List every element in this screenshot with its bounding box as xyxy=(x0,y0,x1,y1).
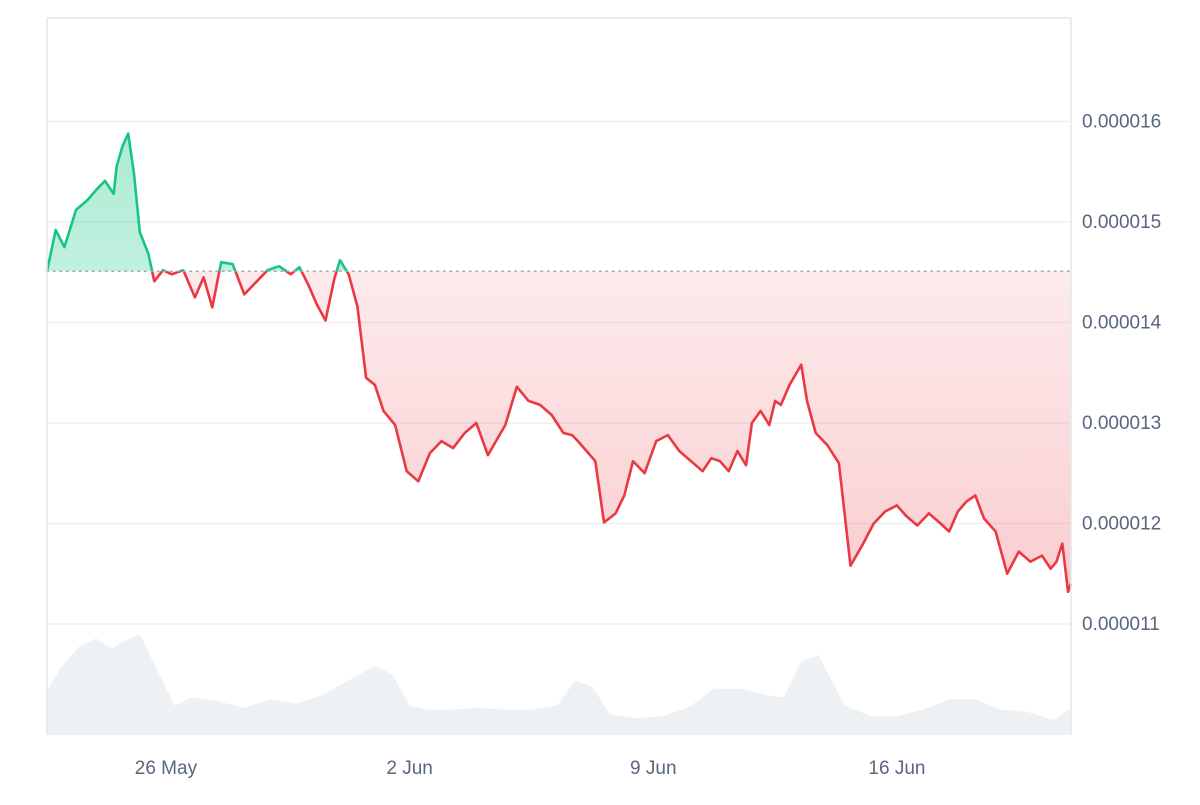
down-price-line xyxy=(47,271,1073,594)
y-axis-labels: 0.000016 0.000015 0.000014 0.000013 0.000012… xyxy=(1082,112,1162,635)
y-tick-label: 0.000015 xyxy=(1082,212,1161,233)
y-tick-label: 0.000013 xyxy=(1082,413,1161,434)
y-tick-label: 0.000012 xyxy=(1082,513,1161,534)
y-tick-label: 0.000014 xyxy=(1082,313,1162,334)
volume-area xyxy=(47,634,1071,735)
plot-frame xyxy=(46,17,1072,735)
price-area-fills xyxy=(47,133,1071,592)
x-axis-labels: 26 May 2 Jun 9 Jun 16 Jun xyxy=(135,758,926,779)
y-tick-label: 0.000011 xyxy=(1082,614,1160,635)
y-tick-label: 0.000016 xyxy=(1082,112,1161,133)
volume-area-path xyxy=(47,634,1071,735)
price-lines xyxy=(45,132,1073,594)
x-tick-label: 2 Jun xyxy=(386,758,432,779)
down-area-fill xyxy=(152,271,1071,592)
x-tick-label: 26 May xyxy=(135,758,198,779)
x-tick-label: 16 Jun xyxy=(868,758,925,779)
x-tick-label: 9 Jun xyxy=(630,758,676,779)
